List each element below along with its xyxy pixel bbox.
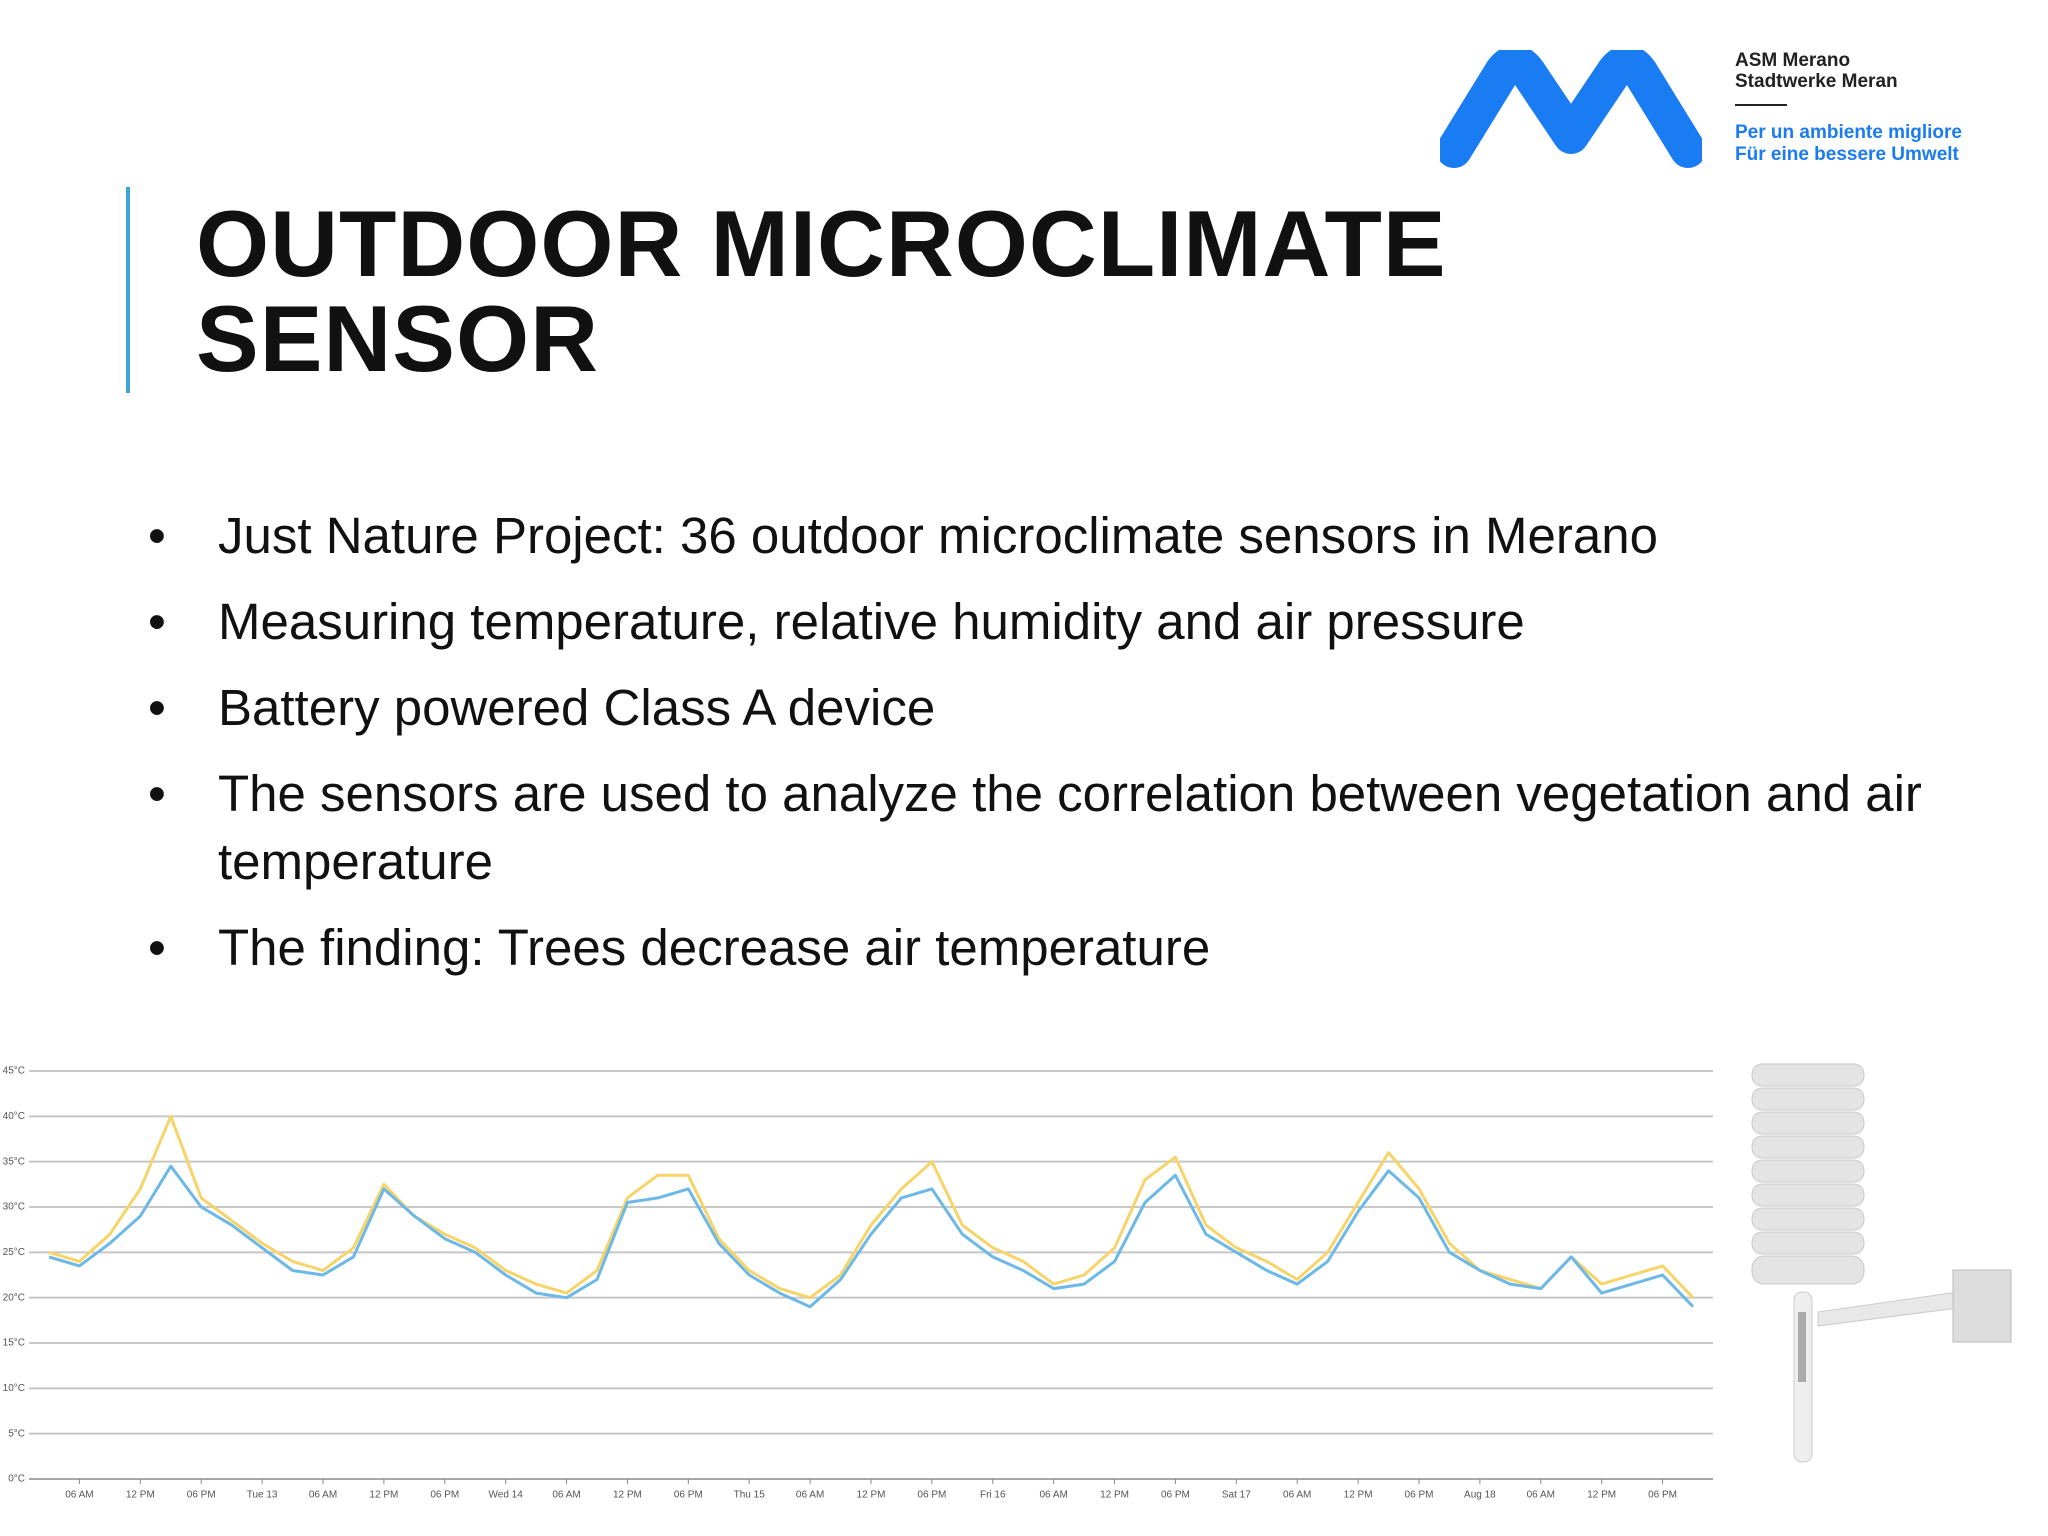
x-tick-label: Aug 18: [1464, 1490, 1496, 1501]
x-tick-label: 06 AM: [1039, 1490, 1067, 1501]
x-tick-label: 12 PM: [613, 1490, 642, 1501]
y-tick-label: 20°C: [3, 1292, 25, 1303]
x-tick-label: Thu 15: [734, 1490, 766, 1501]
x-tick-label: 06 PM: [187, 1490, 216, 1501]
y-tick-label: 40°C: [3, 1111, 25, 1122]
x-tick-label: 12 PM: [126, 1490, 155, 1501]
x-tick-label: 12 PM: [1587, 1490, 1616, 1501]
x-tick-label: 12 PM: [1344, 1490, 1373, 1501]
x-tick-label: 06 PM: [430, 1490, 459, 1501]
x-tick-label: 06 PM: [1405, 1490, 1434, 1501]
x-tick-label: 12 PM: [369, 1490, 398, 1501]
logo-company-de: Stadtwerke Meran: [1735, 71, 1898, 92]
series-line: [48, 1164, 1695, 1309]
x-tick-label: 06 PM: [1161, 1490, 1190, 1501]
y-tick-label: 0°C: [8, 1474, 25, 1485]
bullet-list: Just Nature Project: 36 outdoor microcli…: [148, 502, 1938, 1000]
logo-slogan-de: Für eine bessere Umwelt: [1735, 144, 1959, 165]
x-tick-label: 06 PM: [917, 1490, 946, 1501]
sensor-image: [1751, 1063, 2012, 1463]
x-tick-label: 12 PM: [1100, 1490, 1129, 1501]
accent-bar: [126, 187, 130, 393]
y-tick-label: 45°C: [3, 1066, 25, 1077]
x-tick-label: Tue 13: [247, 1490, 278, 1501]
x-tick-label: 12 PM: [857, 1490, 886, 1501]
chart: 0°C 5°C 10°C 15°C 20°C 25°C 30°C 35°C 40°C 45°C 06…: [3, 1066, 1713, 1501]
logo-rule: [1735, 104, 1787, 106]
x-tick-label: Sat 17: [1222, 1490, 1251, 1501]
x-tick-label: Wed 14: [489, 1490, 524, 1501]
bullet: Measuring temperature, relative humidity…: [148, 588, 1938, 656]
x-tick-label: 06 AM: [552, 1490, 580, 1501]
x-tick-label: 06 AM: [65, 1490, 93, 1501]
slide-title: OUTDOOR MICROCLIMATE SENSOR: [196, 191, 1447, 391]
y-tick-label: 35°C: [3, 1156, 25, 1167]
logo-company: ASM Merano: [1735, 50, 1851, 71]
x-tick-label: 06 AM: [309, 1490, 337, 1501]
y-tick-label: 15°C: [3, 1338, 25, 1349]
y-tick-label: 25°C: [3, 1247, 25, 1258]
bullet: Just Nature Project: 36 outdoor microcli…: [148, 502, 1938, 570]
logo-slogan: Per un ambiente migliore: [1735, 122, 1962, 143]
x-tick-label: 06 PM: [674, 1490, 703, 1501]
y-tick-label: 30°C: [3, 1202, 25, 1213]
logo-mark: [1440, 50, 1702, 168]
y-tick-label: 5°C: [8, 1428, 25, 1439]
x-tick-label: 06 PM: [1648, 1490, 1677, 1501]
x-tick-label: 06 AM: [1283, 1490, 1311, 1501]
y-tick-label: 10°C: [3, 1383, 25, 1394]
x-tick-label: 06 AM: [1527, 1490, 1555, 1501]
x-tick-label: 06 AM: [796, 1490, 824, 1501]
series-line: [48, 1114, 1695, 1300]
bullet: The sensors are used to analyze the corr…: [148, 760, 1938, 896]
x-tick-label: Fri 16: [980, 1490, 1006, 1501]
bullet: The finding: Trees decrease air temperat…: [148, 914, 1938, 982]
bullet: Battery powered Class A device: [148, 674, 1938, 742]
